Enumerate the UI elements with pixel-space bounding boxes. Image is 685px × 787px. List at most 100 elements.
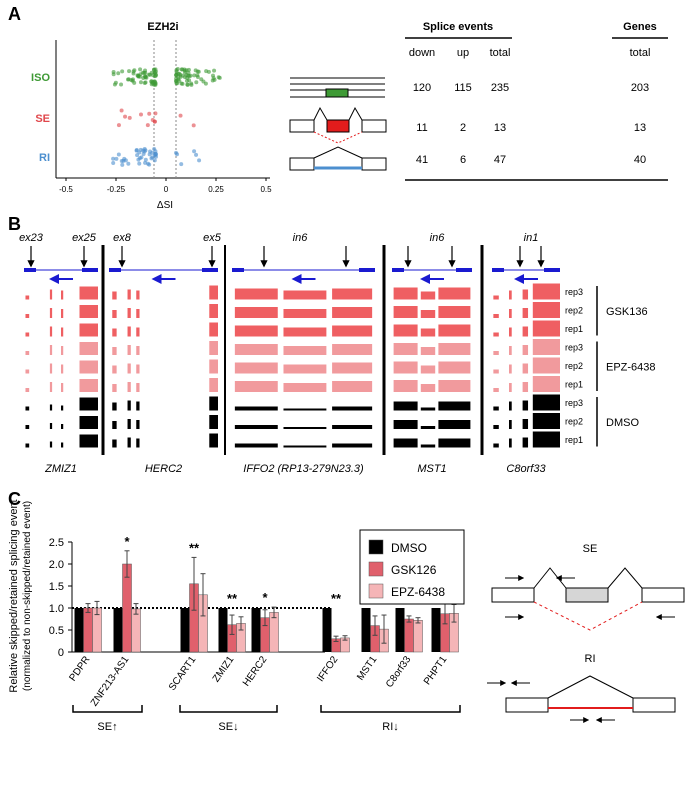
dot-iso <box>186 71 191 76</box>
bar-epz-6438 <box>269 612 279 653</box>
dot-iso <box>132 80 137 85</box>
exon-label: ex25 <box>72 232 97 244</box>
replicate-label: rep1 <box>565 324 583 334</box>
panel-label-b: B <box>8 214 21 234</box>
dot-ri <box>135 153 140 158</box>
splice-events-table: Splice events Genes down up total total 120 1… <box>405 21 668 181</box>
coverage-track <box>492 394 560 411</box>
group-label: SE↑ <box>97 721 117 733</box>
dot-iso <box>174 78 179 83</box>
panel-a-title: EZH2i <box>147 21 178 33</box>
dot-iso <box>111 72 116 77</box>
dot-iso <box>183 70 188 75</box>
table-subheader: down <box>409 47 435 59</box>
replicate-label: rep3 <box>565 398 583 408</box>
group-bracket <box>72 705 143 713</box>
table-cell: 120 <box>413 82 431 94</box>
dot-ri <box>137 161 142 166</box>
category-label: ZMIZ1 <box>211 654 237 684</box>
category-label: IFFO2 <box>315 654 341 684</box>
panel-label-c: C <box>8 489 21 509</box>
dot-se <box>116 123 121 128</box>
dot-ri <box>194 152 199 157</box>
replicate-label: rep3 <box>565 343 583 353</box>
dot-se <box>127 115 132 120</box>
se-schematic <box>289 106 387 144</box>
coverage-track <box>392 361 472 374</box>
ri-primer-schematic <box>487 675 676 723</box>
dot-ri <box>142 147 147 152</box>
category-label: HERC2 <box>241 654 270 688</box>
table-cell: 40 <box>634 154 646 166</box>
dot-iso <box>147 72 152 77</box>
table-cell: 2 <box>460 122 466 134</box>
group-label: RI↓ <box>382 721 399 733</box>
y-tick-label: 1.0 <box>49 603 64 615</box>
coverage-track <box>24 360 98 374</box>
dot-iso <box>174 73 179 78</box>
dot-ri <box>134 148 139 153</box>
gene-name: C8orf33 <box>506 463 546 475</box>
bar-dmso <box>180 608 190 652</box>
coverage-track <box>24 416 98 429</box>
dot-iso <box>120 69 125 74</box>
dot-iso <box>211 76 216 81</box>
coverage-track <box>392 438 472 448</box>
coverage-track <box>492 357 560 374</box>
dot-iso <box>119 82 124 87</box>
table-cell: 11 <box>416 122 427 134</box>
coverage-track <box>109 433 218 448</box>
x-tick-label: -0.25 <box>107 185 126 194</box>
dot-se <box>123 114 128 119</box>
replicate-label: rep3 <box>565 287 583 297</box>
group-label: EPZ-6438 <box>606 361 656 373</box>
legend-label: EPZ-6438 <box>391 585 445 599</box>
exon-label: ex23 <box>19 232 44 244</box>
category-label: PHPT1 <box>422 654 450 687</box>
dot-iso <box>179 81 184 86</box>
ri-schematic <box>289 146 387 171</box>
bar-dmso <box>395 608 405 652</box>
bar-dmso <box>74 608 84 652</box>
category-label-ri: RI <box>39 152 50 164</box>
gene-model-exon <box>544 268 560 272</box>
gene-name: MST1 <box>417 463 446 475</box>
table-cell: 235 <box>491 82 509 94</box>
coverage-track <box>24 397 98 411</box>
exon-label: ex5 <box>203 232 222 244</box>
dot-se <box>153 111 158 116</box>
replicate-label: rep1 <box>565 435 583 445</box>
coverage-track <box>492 413 560 429</box>
bar-dmso <box>322 608 332 652</box>
dot-iso <box>196 69 201 74</box>
gene-model-exon <box>82 268 98 272</box>
dot-ri <box>197 158 202 163</box>
dot-ri <box>150 155 155 160</box>
significance-marker: * <box>124 534 130 549</box>
coverage-track <box>232 381 375 392</box>
coverage-track <box>232 325 375 337</box>
dot-iso <box>185 82 190 87</box>
y-tick-label: 2.0 <box>49 559 64 571</box>
significance-marker: ** <box>331 591 342 606</box>
dot-iso <box>116 71 121 76</box>
chart-legend: DMSO GSK126 EPZ-6438 <box>359 529 465 605</box>
coverage-track <box>392 287 472 300</box>
dot-iso <box>136 74 141 79</box>
table-subheader: total <box>490 47 511 59</box>
group-label: DMSO <box>606 417 639 429</box>
table-cell: 203 <box>631 82 649 94</box>
replicate-label: rep2 <box>565 306 583 316</box>
y-tick-label: 0.5 <box>49 625 64 637</box>
category-label: SCART1 <box>167 654 199 693</box>
dot-iso <box>138 67 143 72</box>
replicate-label: rep2 <box>565 361 583 371</box>
gene-name: HERC2 <box>145 463 182 475</box>
bar-dmso <box>431 608 441 652</box>
gene-name: IFFO2 (RP13-279N23.3) <box>243 463 364 475</box>
table-subheader: up <box>457 47 469 59</box>
table-cell: 41 <box>416 154 428 166</box>
bar-dmso <box>113 608 123 652</box>
dot-ri <box>116 152 121 157</box>
header-genes: Genes <box>623 21 657 33</box>
